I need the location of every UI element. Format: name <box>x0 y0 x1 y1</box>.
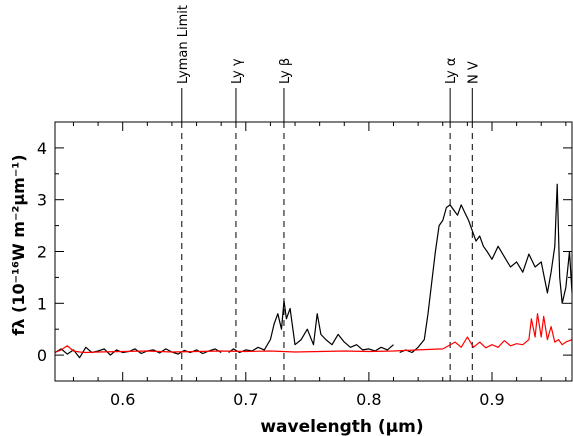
x-tick-label: 0.7 <box>233 390 258 409</box>
y-axis-label: fλ (10⁻¹⁶W m⁻²μm⁻¹) <box>9 154 28 335</box>
reference-lines: Lyman Limit Ly γ Ly β Ly α N V <box>176 5 481 381</box>
y-tick-label: 2 <box>37 243 47 262</box>
y-tick-label: 1 <box>37 294 47 313</box>
reference-line-label: Ly α <box>444 58 459 84</box>
spectrum-line <box>399 183 573 354</box>
x-axis-label: wavelength (μm) <box>260 417 423 436</box>
reference-line-label: Ly β <box>278 58 293 84</box>
y-tick-label: 0 <box>37 346 47 365</box>
y-tick-label: 3 <box>37 191 47 210</box>
reference-line-label: Lyman Limit <box>176 5 191 84</box>
y-tick-label: 4 <box>37 139 47 158</box>
axes-layer: 0.6 0.7 0.8 0.9 0 1 2 3 4 <box>37 121 573 409</box>
x-tick-label: 0.9 <box>479 390 504 409</box>
reference-line-label: Ly γ <box>230 58 245 84</box>
reference-line-label: N V <box>466 61 481 84</box>
x-tick-label: 0.8 <box>356 390 381 409</box>
spectrum-line <box>228 300 394 354</box>
series-layer <box>54 183 573 359</box>
x-tick-label: 0.6 <box>110 390 135 409</box>
spectrum-line <box>54 313 573 354</box>
